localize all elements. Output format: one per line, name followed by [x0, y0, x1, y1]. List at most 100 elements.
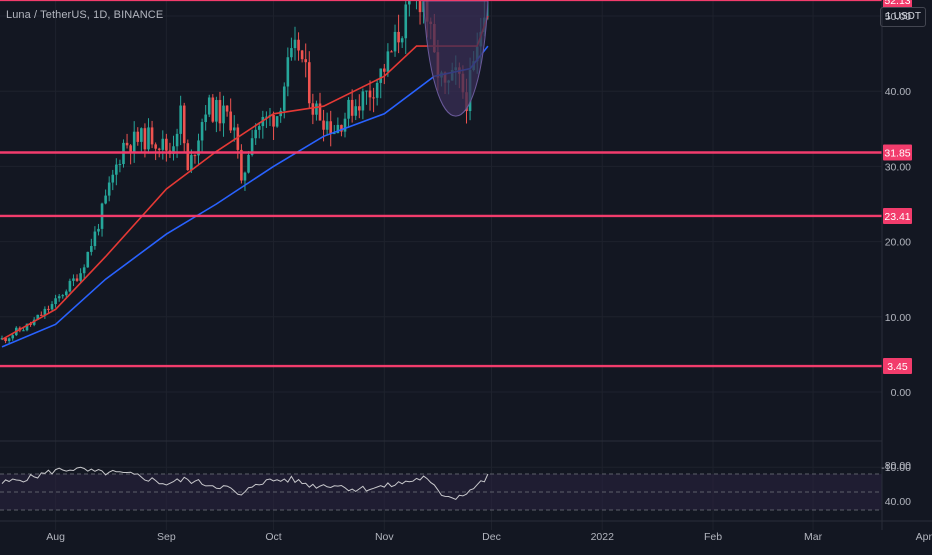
axis-unit-badge[interactable]: 1 USDT [880, 7, 926, 27]
candle-body [225, 105, 229, 112]
candle-body [368, 90, 372, 98]
candle-body [215, 100, 218, 122]
candle-body [293, 39, 297, 49]
candle-body [40, 314, 43, 316]
x-tick-label: 2022 [591, 531, 615, 543]
y-tick-label: 20.00 [885, 237, 911, 249]
cup-pattern[interactable] [423, 0, 489, 117]
candle-body [97, 228, 100, 232]
candle-body [236, 127, 240, 150]
candle-body [25, 323, 29, 331]
candle-body [343, 118, 347, 132]
candle-body [82, 267, 86, 274]
candle-body [372, 97, 375, 99]
candle-body [190, 155, 193, 171]
candle-body [132, 131, 136, 153]
candle-body [22, 330, 25, 332]
candle-body [36, 314, 40, 320]
candle-body [393, 31, 397, 52]
candle-body [200, 122, 204, 141]
x-tick-label: Feb [704, 531, 722, 543]
candle-body [161, 138, 165, 150]
candle-body [243, 172, 247, 181]
candle-body [186, 143, 190, 171]
y-tick-label: 40.00 [885, 86, 911, 98]
level-price-tag: 3.45 [883, 358, 912, 375]
candle-body [375, 82, 379, 98]
candles [0, 0, 490, 344]
candle-body [340, 124, 343, 132]
candle-body [111, 174, 115, 183]
candle-body [300, 50, 304, 60]
candle-body [47, 308, 50, 310]
candle-body [286, 57, 290, 87]
candle-body [315, 103, 318, 115]
candle-body [43, 308, 47, 316]
candle-body [57, 296, 61, 299]
candle-body [322, 120, 325, 130]
y-tick-label: 50.00 [885, 11, 911, 23]
rsi-y-tick-label: 80.00 [885, 460, 911, 472]
candle-body [165, 138, 168, 151]
candle-body [104, 195, 107, 204]
candle-body [54, 298, 57, 305]
candle-body [311, 103, 315, 115]
candle-body [4, 338, 7, 342]
candle-body [207, 97, 211, 115]
candle-body [157, 148, 161, 150]
candle-body [358, 106, 361, 111]
candle-body [125, 142, 129, 146]
candle-body [68, 280, 72, 292]
candle-body [211, 97, 215, 122]
candle-body [318, 103, 322, 121]
candle-body [265, 116, 268, 118]
level-tag-bg [883, 207, 912, 224]
candle-body [175, 133, 179, 147]
candle-body [50, 304, 54, 310]
candle-body [140, 128, 143, 142]
candle-body [282, 86, 286, 111]
level-tag-bg [883, 358, 912, 375]
x-tick-label: Dec [482, 531, 501, 543]
candle-body [93, 231, 97, 247]
x-tick-label: Apr [916, 531, 932, 543]
candle-body [143, 128, 147, 150]
candle-body [297, 39, 300, 51]
candle-body [365, 90, 368, 92]
candle-body [107, 182, 111, 196]
candle-body [404, 4, 408, 39]
candle-body [11, 335, 15, 339]
candle-body [197, 140, 200, 156]
candle-body [361, 91, 365, 111]
candle-body [204, 114, 207, 123]
candle-body [247, 154, 250, 173]
candle-body [147, 127, 150, 150]
x-tick-label: Nov [375, 531, 394, 543]
candle-body [182, 105, 186, 144]
candle-body [379, 68, 383, 83]
candle-body [136, 131, 140, 142]
candle-body [254, 129, 257, 139]
candle-body [115, 164, 118, 175]
candle-body [418, 0, 422, 13]
candle-body [65, 291, 68, 296]
candle-body [129, 145, 132, 153]
candle-body [336, 124, 340, 134]
x-tick-label: Mar [804, 531, 823, 543]
y-tick-label: 10.00 [885, 312, 911, 324]
x-tick-label: Aug [46, 531, 65, 543]
candle-body [79, 273, 82, 281]
candle-body [72, 278, 75, 281]
candle-body [329, 121, 333, 134]
candle-body [75, 278, 79, 281]
x-tick-label: Sep [157, 531, 176, 543]
level-price-tag: 31.85 [883, 144, 912, 161]
candle-body [118, 164, 122, 166]
candle-body [332, 133, 336, 135]
candle-body [172, 146, 175, 154]
candle-body [154, 144, 157, 149]
y-tick-label: 30.00 [885, 161, 911, 173]
candle-body [179, 105, 182, 134]
